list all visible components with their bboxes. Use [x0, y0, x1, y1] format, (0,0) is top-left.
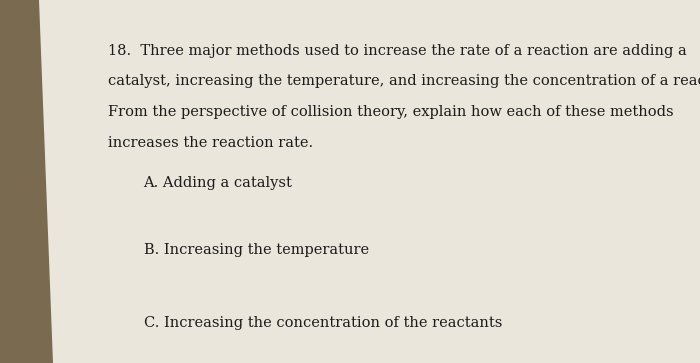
- Text: A. Adding a catalyst: A. Adding a catalyst: [144, 176, 293, 190]
- Text: increases the reaction rate.: increases the reaction rate.: [108, 136, 314, 150]
- Polygon shape: [38, 0, 700, 363]
- Text: C. Increasing the concentration of the reactants: C. Increasing the concentration of the r…: [144, 316, 502, 330]
- Text: From the perspective of collision theory, explain how each of these methods: From the perspective of collision theory…: [108, 105, 674, 119]
- Text: 18.  Three major methods used to increase the rate of a reaction are adding a: 18. Three major methods used to increase…: [108, 44, 687, 58]
- Text: catalyst, increasing the temperature, and increasing the concentration of a reac: catalyst, increasing the temperature, an…: [108, 74, 700, 89]
- Text: B. Increasing the temperature: B. Increasing the temperature: [144, 243, 369, 257]
